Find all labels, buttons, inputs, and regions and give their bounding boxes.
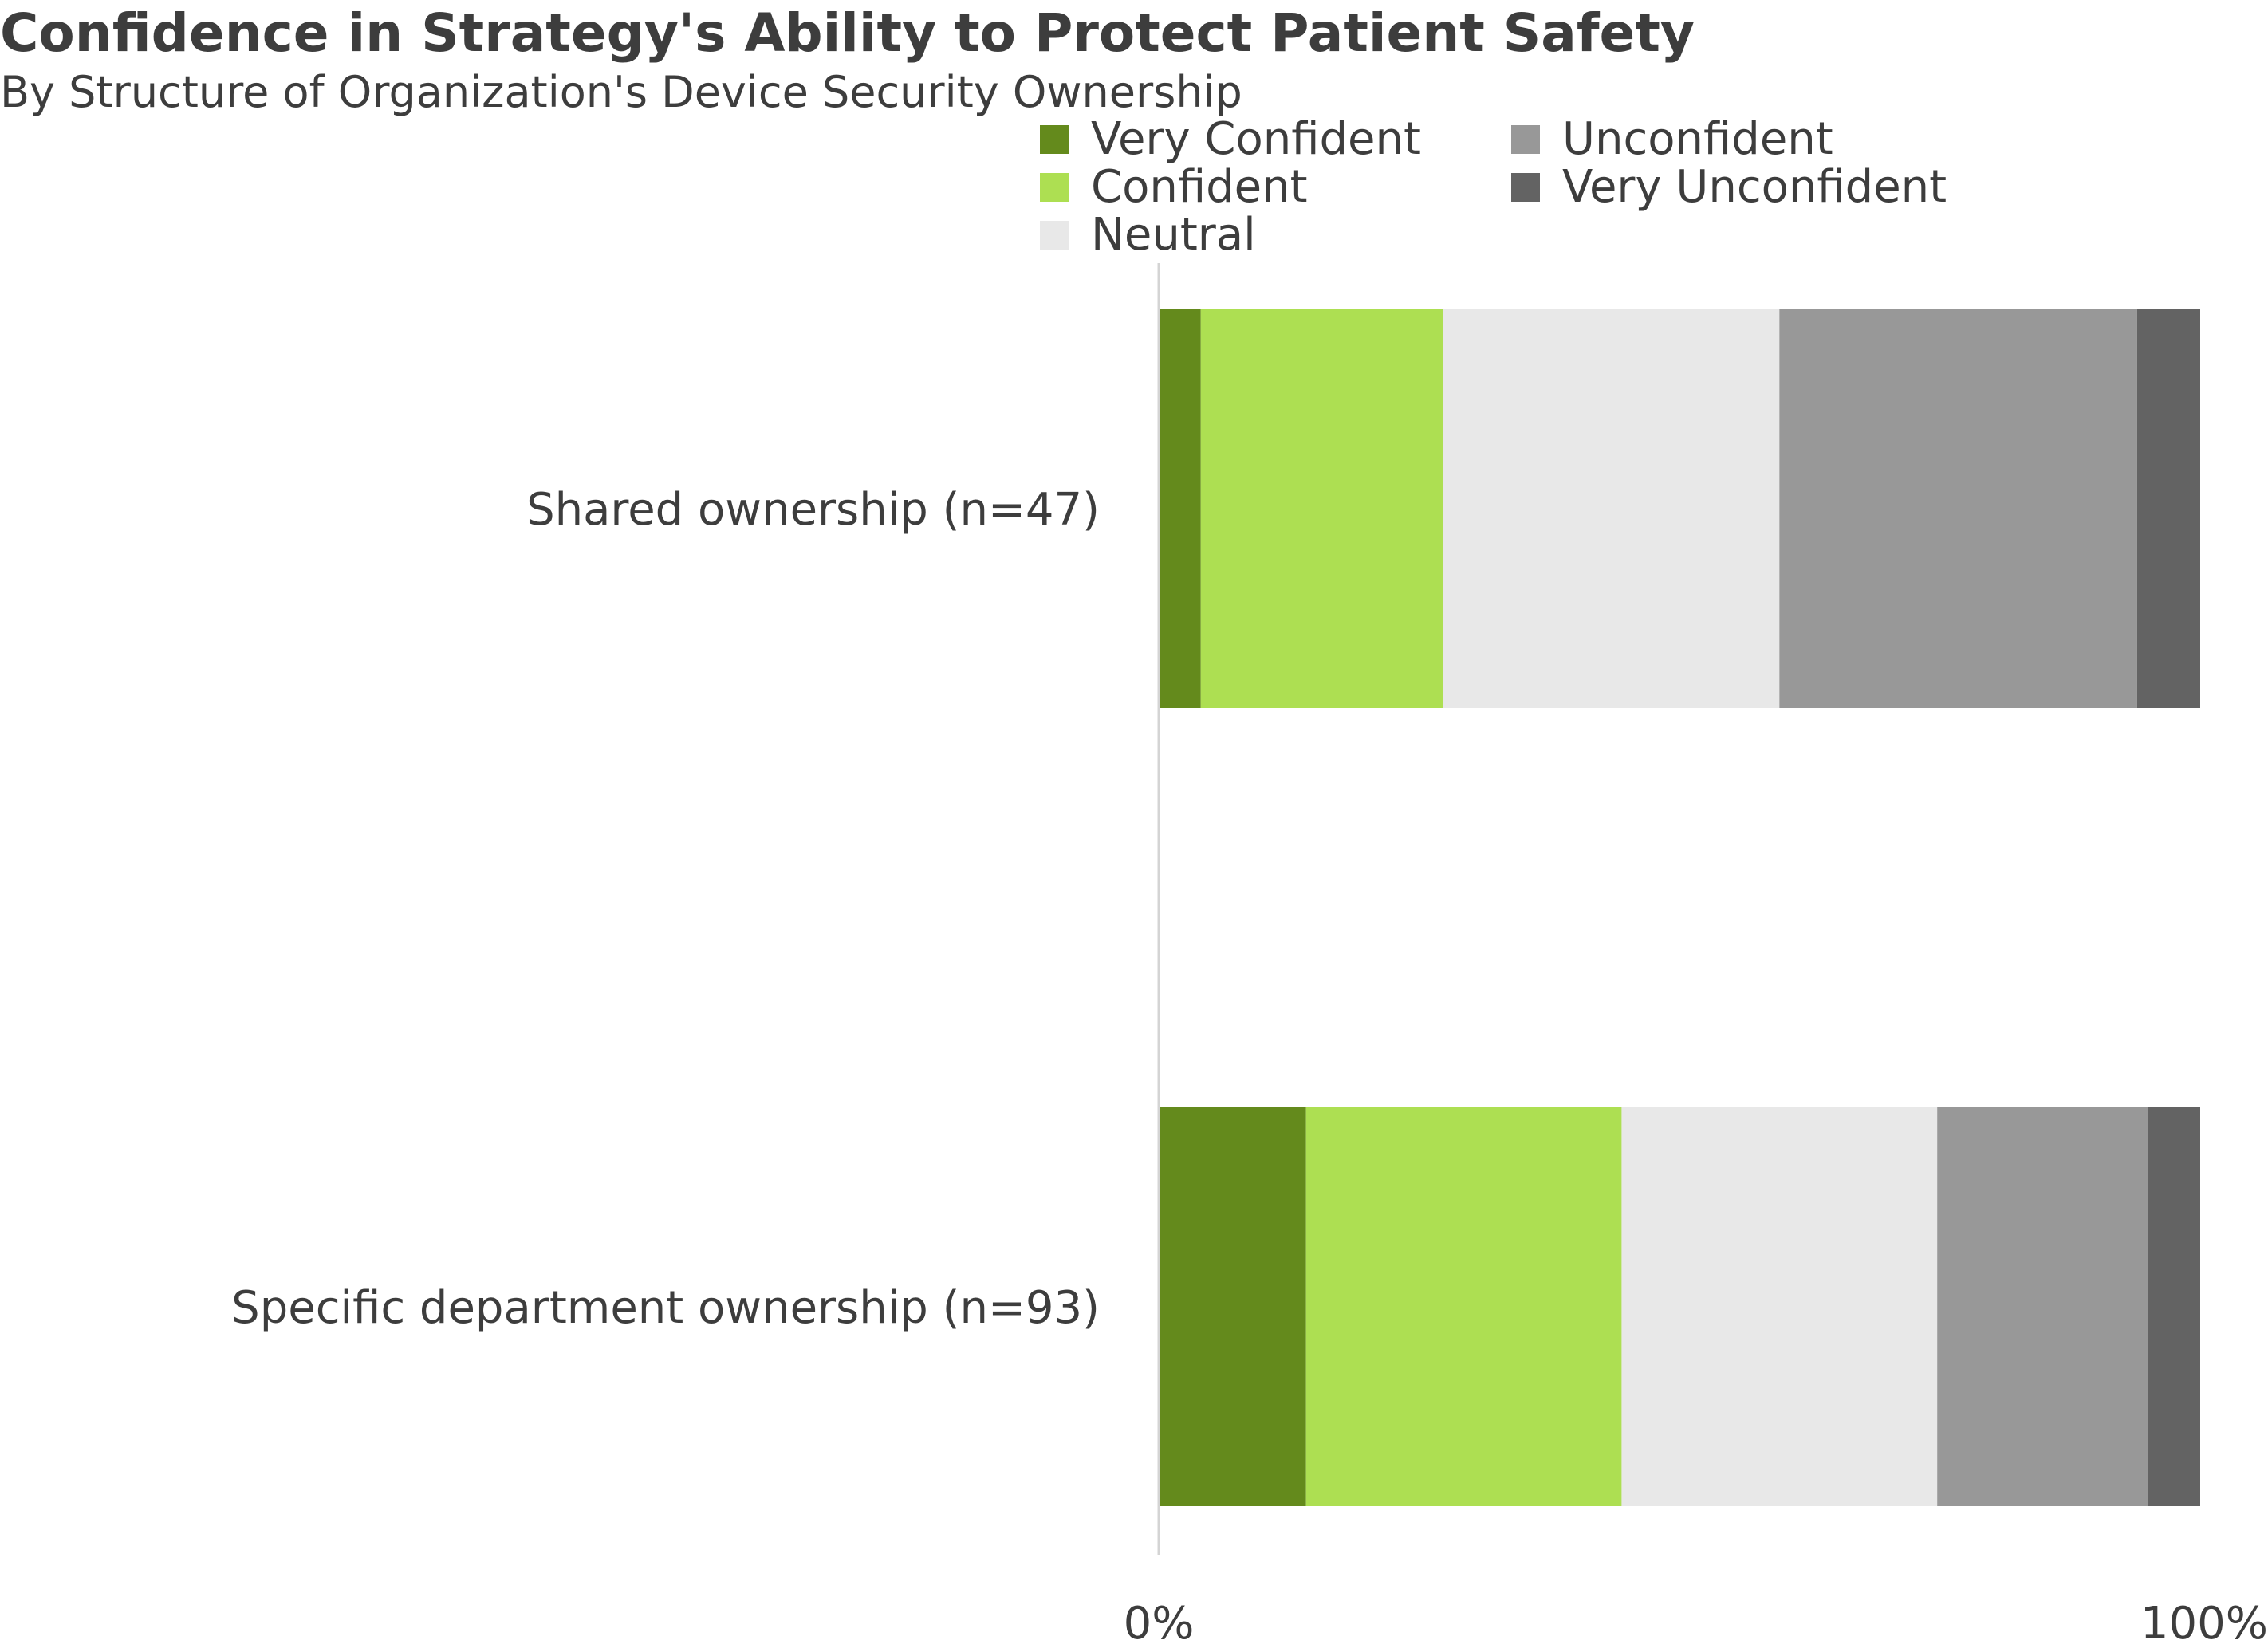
legend-swatch-0 <box>1040 125 1069 154</box>
category-label-1: Specific department ownership (n=93) <box>231 1282 1100 1334</box>
bar-0-3 <box>1779 309 2137 708</box>
bar-1-3 <box>1937 1107 2148 1506</box>
legend-label-3: Unconfident <box>1562 113 1833 165</box>
chart-title: Confidence in Strategy's Ability to Prot… <box>0 2 1695 64</box>
legend-swatch-1 <box>1040 173 1069 202</box>
x-tick-label-1: 100% <box>2140 1598 2268 1648</box>
legend-swatch-3 <box>1511 125 1540 154</box>
bar-0-2 <box>1443 309 1780 708</box>
legend-label-0: Very Confident <box>1091 113 1421 165</box>
plot-area: Shared ownership (n=47)4%23%32%34%6%Spec… <box>231 263 2200 1555</box>
legend-label-4: Very Unconfident <box>1562 161 1947 213</box>
x-tick-label-0: 0% <box>1124 1598 1195 1648</box>
x-axis: 0% 100% <box>1124 1598 2268 1648</box>
legend-label-1: Confident <box>1091 161 1308 213</box>
legend-swatch-4 <box>1511 173 1540 202</box>
bar-1-2 <box>1621 1107 1938 1506</box>
legend-label-2: Neutral <box>1091 209 1256 261</box>
chart-subtitle: By Structure of Organization's Device Se… <box>0 67 1242 117</box>
bar-1-1 <box>1305 1107 1622 1506</box>
legend-swatch-2 <box>1040 221 1069 250</box>
category-label-0: Shared ownership (n=47) <box>526 484 1100 536</box>
bar-0-4 <box>2136 309 2200 708</box>
bar-0-0 <box>1159 309 1201 708</box>
bar-1-0 <box>1159 1107 1306 1506</box>
bar-0-1 <box>1200 309 1443 708</box>
bar-1-4 <box>2148 1107 2200 1506</box>
